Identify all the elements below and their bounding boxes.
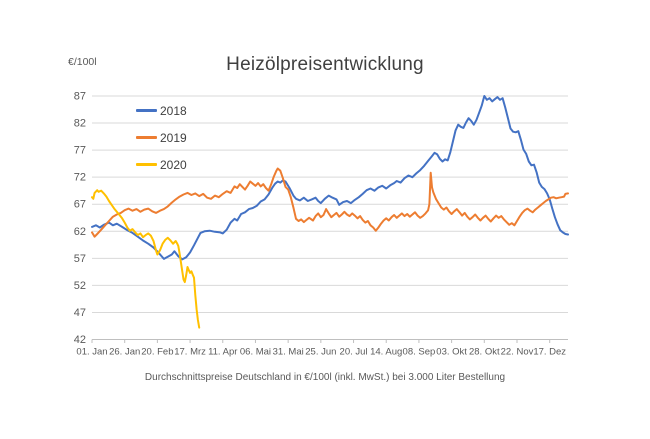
x-tick-label: 01. Jan <box>76 347 107 358</box>
legend-label: 2020 <box>160 157 187 172</box>
series-line-2020 <box>91 189 201 329</box>
chart-legend: 2018 2019 2020 <box>136 97 187 178</box>
legend-label: 2018 <box>160 103 187 118</box>
legend-item-2018[interactable]: 2018 <box>136 97 187 124</box>
x-tick-label: 14. Aug <box>370 347 402 358</box>
legend-item-2019[interactable]: 2019 <box>136 124 187 151</box>
y-tick-label: 77 <box>74 145 86 157</box>
y-tick-label: 87 <box>74 91 86 103</box>
x-tick-label: 06. Mai <box>240 347 271 358</box>
y-tick-label: 72 <box>74 172 86 184</box>
x-tick-label: 08. Sep <box>403 347 436 358</box>
y-tick-label: 82 <box>74 118 86 130</box>
chart-title: Heizölpreisentwicklung <box>226 54 424 75</box>
x-tick-label: 22. Nov <box>501 347 534 358</box>
chart-footnote: Durchschnittspreise Deutschland in €/100… <box>144 372 506 383</box>
series-line-2018 <box>91 95 569 261</box>
x-tick-label: 17. Dez <box>533 347 566 358</box>
x-tick-label: 26. Jan <box>109 347 140 358</box>
series-swatch-2018 <box>136 109 157 112</box>
legend-label: 2019 <box>160 130 187 145</box>
x-tick-label: 11. Apr <box>208 347 237 358</box>
y-tick-label: 42 <box>74 334 86 346</box>
y-tick-label: 67 <box>74 199 86 211</box>
y-tick-label: 52 <box>74 280 86 292</box>
y-axis-unit-label: €/100l <box>68 56 97 68</box>
series-swatch-2019 <box>136 136 157 139</box>
legend-item-2020[interactable]: 2020 <box>136 151 187 178</box>
x-tick-label: 31. Mai <box>273 347 304 358</box>
x-tick-label: 20. Feb <box>141 347 173 358</box>
series-swatch-2020 <box>136 163 157 166</box>
x-tick-label: 25. Jun <box>305 347 336 358</box>
y-tick-label: 47 <box>74 307 86 319</box>
x-tick-label: 03. Okt <box>436 347 467 358</box>
x-tick-label: 20. Jul <box>340 347 368 358</box>
y-tick-label: 57 <box>74 253 86 265</box>
series-line-2019 <box>91 167 569 238</box>
y-tick-label: 62 <box>74 226 86 238</box>
x-tick-label: 17. Mrz <box>174 347 206 358</box>
x-tick-label: 28. Okt <box>469 347 500 358</box>
